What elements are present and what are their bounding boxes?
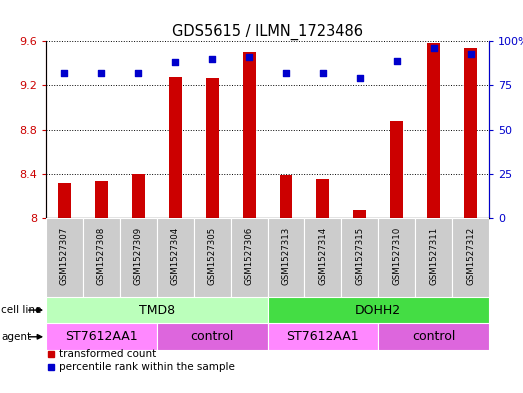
Bar bbox=[169, 77, 181, 218]
Text: ST7612AA1: ST7612AA1 bbox=[287, 330, 359, 343]
Point bbox=[134, 70, 142, 76]
Text: GSM1527308: GSM1527308 bbox=[97, 227, 106, 285]
Text: GSM1527312: GSM1527312 bbox=[466, 227, 475, 285]
Bar bbox=[46, 297, 267, 323]
Bar bbox=[304, 218, 342, 297]
Point bbox=[467, 50, 475, 57]
Text: DOHH2: DOHH2 bbox=[355, 303, 401, 317]
Text: GSM1527311: GSM1527311 bbox=[429, 227, 438, 285]
Legend: transformed count, percentile rank within the sample: transformed count, percentile rank withi… bbox=[47, 349, 234, 373]
Point bbox=[208, 56, 217, 62]
Bar bbox=[452, 218, 489, 297]
Point bbox=[393, 57, 401, 64]
Bar bbox=[46, 323, 157, 350]
Text: GSM1527306: GSM1527306 bbox=[245, 227, 254, 285]
Bar bbox=[279, 175, 292, 218]
Text: GSM1527305: GSM1527305 bbox=[208, 227, 217, 285]
Bar bbox=[316, 180, 329, 218]
Bar bbox=[267, 297, 489, 323]
Bar bbox=[427, 44, 440, 218]
Bar bbox=[464, 48, 477, 218]
Text: GSM1527307: GSM1527307 bbox=[60, 227, 69, 285]
Text: GSM1527314: GSM1527314 bbox=[319, 227, 327, 285]
Bar bbox=[157, 323, 267, 350]
Point bbox=[60, 70, 69, 76]
Text: cell line: cell line bbox=[1, 305, 41, 315]
Bar bbox=[354, 210, 366, 218]
Text: agent: agent bbox=[1, 332, 31, 342]
Bar bbox=[243, 52, 256, 218]
Point bbox=[429, 45, 438, 51]
Bar bbox=[83, 218, 120, 297]
Bar bbox=[267, 218, 304, 297]
Point bbox=[282, 70, 290, 76]
Text: GSM1527315: GSM1527315 bbox=[355, 227, 365, 285]
Bar bbox=[194, 218, 231, 297]
Text: GSM1527310: GSM1527310 bbox=[392, 227, 401, 285]
Text: GSM1527313: GSM1527313 bbox=[281, 227, 290, 285]
Bar bbox=[415, 218, 452, 297]
Bar bbox=[206, 78, 219, 218]
Point bbox=[97, 70, 106, 76]
Bar bbox=[231, 218, 267, 297]
Bar bbox=[157, 218, 194, 297]
Text: TMD8: TMD8 bbox=[139, 303, 175, 317]
Bar bbox=[390, 121, 403, 218]
Bar bbox=[267, 323, 378, 350]
Bar bbox=[378, 323, 489, 350]
Text: ST7612AA1: ST7612AA1 bbox=[65, 330, 138, 343]
Point bbox=[245, 54, 253, 60]
Point bbox=[356, 75, 364, 82]
Text: control: control bbox=[412, 330, 456, 343]
Point bbox=[171, 59, 179, 66]
Bar bbox=[46, 218, 83, 297]
Bar bbox=[132, 174, 145, 218]
Point bbox=[319, 70, 327, 76]
Bar bbox=[95, 180, 108, 218]
Bar bbox=[342, 218, 378, 297]
Text: GSM1527304: GSM1527304 bbox=[170, 227, 180, 285]
Title: GDS5615 / ILMN_1723486: GDS5615 / ILMN_1723486 bbox=[172, 24, 363, 40]
Bar bbox=[378, 218, 415, 297]
Text: GSM1527309: GSM1527309 bbox=[134, 227, 143, 285]
Bar bbox=[120, 218, 157, 297]
Text: control: control bbox=[190, 330, 234, 343]
Bar bbox=[58, 183, 71, 218]
